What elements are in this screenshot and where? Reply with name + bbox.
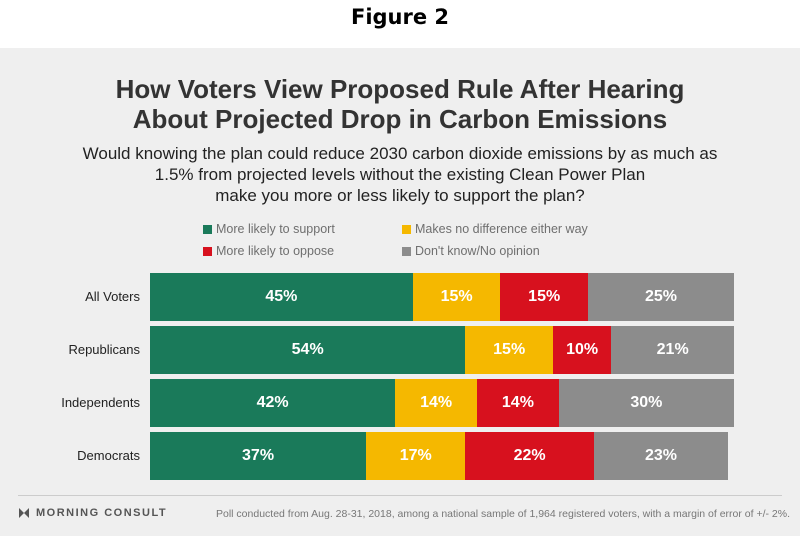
legend-item-makes-no-difference-either-way: Makes no difference either way: [402, 221, 588, 237]
legend-label: More likely to support: [216, 222, 335, 236]
bar-segment-all-voters-more-likely-to-support: 45%: [150, 273, 413, 321]
figure-label: Figure 2: [0, 0, 800, 48]
data-label: 30%: [630, 394, 663, 411]
data-label: 14%: [501, 394, 534, 411]
data-label: 15%: [528, 288, 561, 305]
chart-title: How Voters View Proposed Rule After Hear…: [0, 74, 800, 134]
chart-subtitle-line-1: Would knowing the plan could reduce 2030…: [82, 144, 718, 163]
legend-label: Don't know/No opinion: [415, 244, 540, 258]
legend-item-more-likely-to-oppose: More likely to oppose: [203, 243, 334, 259]
data-label: 42%: [256, 394, 289, 411]
category-label-republicans: Republicans: [68, 342, 140, 357]
data-label: 15%: [440, 288, 473, 305]
morning-consult-logo-icon: [19, 508, 29, 518]
data-label: 25%: [644, 288, 678, 305]
bar-segment-republicans-more-likely-to-oppose: 10%: [552, 326, 612, 374]
legend-label: More likely to oppose: [216, 244, 335, 258]
chart-title-line-1: How Voters View Proposed Rule After Hear…: [115, 74, 685, 104]
bar-segment-democrats-more-likely-to-support: 37%: [150, 432, 367, 480]
bar-segment-all-voters-makes-no-difference-either-way: 15%: [412, 273, 501, 321]
legend-item-don-t-know-no-opinion: Don't know/No opinion: [402, 243, 540, 259]
data-label: 37%: [242, 447, 275, 464]
category-label-all-voters: All Voters: [85, 289, 140, 304]
footer-divider: [18, 495, 782, 496]
bar-segment-independents-makes-no-difference-either-way: 14%: [395, 379, 478, 427]
bar-segment-democrats-don-t-know-no-opinion: 23%: [593, 432, 729, 480]
data-label: 22%: [513, 447, 546, 464]
bar-segment-all-voters-more-likely-to-oppose: 15%: [500, 273, 588, 321]
brand-logo: MORNING CONSULT: [18, 507, 167, 519]
data-label: 15%: [493, 341, 526, 358]
chart-subtitle: Would knowing the plan could reduce 2030…: [0, 143, 800, 206]
data-label: 14%: [420, 394, 453, 411]
legend-label: Makes no difference either way: [415, 222, 588, 236]
category-label-independents: Independents: [61, 395, 140, 410]
brand-name: MORNING CONSULT: [36, 507, 168, 519]
bar-segment-democrats-more-likely-to-oppose: 22%: [465, 432, 594, 480]
chart-subtitle-line-3: make you more or less likely to support …: [215, 186, 585, 205]
bar-segment-independents-more-likely-to-support: 42%: [150, 379, 396, 427]
bar-segment-democrats-makes-no-difference-either-way: 17%: [366, 432, 466, 480]
bar-segment-independents-more-likely-to-oppose: 14%: [477, 379, 559, 427]
data-label: 10%: [566, 341, 599, 358]
data-label: 17%: [399, 447, 432, 464]
legend-item-more-likely-to-support: More likely to support: [203, 221, 335, 237]
category-label-democrats: Democrats: [77, 448, 140, 463]
chart-title-line-2: About Projected Drop in Carbon Emissions: [132, 104, 668, 134]
legend-swatch: [203, 246, 212, 256]
data-label: 23%: [644, 447, 677, 464]
bar-segment-independents-don-t-know-no-opinion: 30%: [558, 379, 734, 427]
chart-subtitle-line-2: 1.5% from projected levels without the e…: [154, 165, 646, 184]
bar-segment-republicans-more-likely-to-support: 54%: [150, 326, 466, 374]
legend-swatch: [402, 246, 411, 256]
data-label: 21%: [656, 341, 689, 358]
poll-footnote: Poll conducted from Aug. 28-31, 2018, am…: [216, 508, 791, 520]
bar-segment-all-voters-don-t-know-no-opinion: 25%: [588, 273, 734, 321]
bar-segment-republicans-makes-no-difference-either-way: 15%: [465, 326, 553, 374]
legend-swatch: [203, 224, 212, 234]
data-label: 45%: [265, 288, 298, 305]
legend-swatch: [402, 224, 411, 234]
bar-segment-republicans-don-t-know-no-opinion: 21%: [611, 326, 734, 374]
data-label: 54%: [291, 341, 324, 358]
